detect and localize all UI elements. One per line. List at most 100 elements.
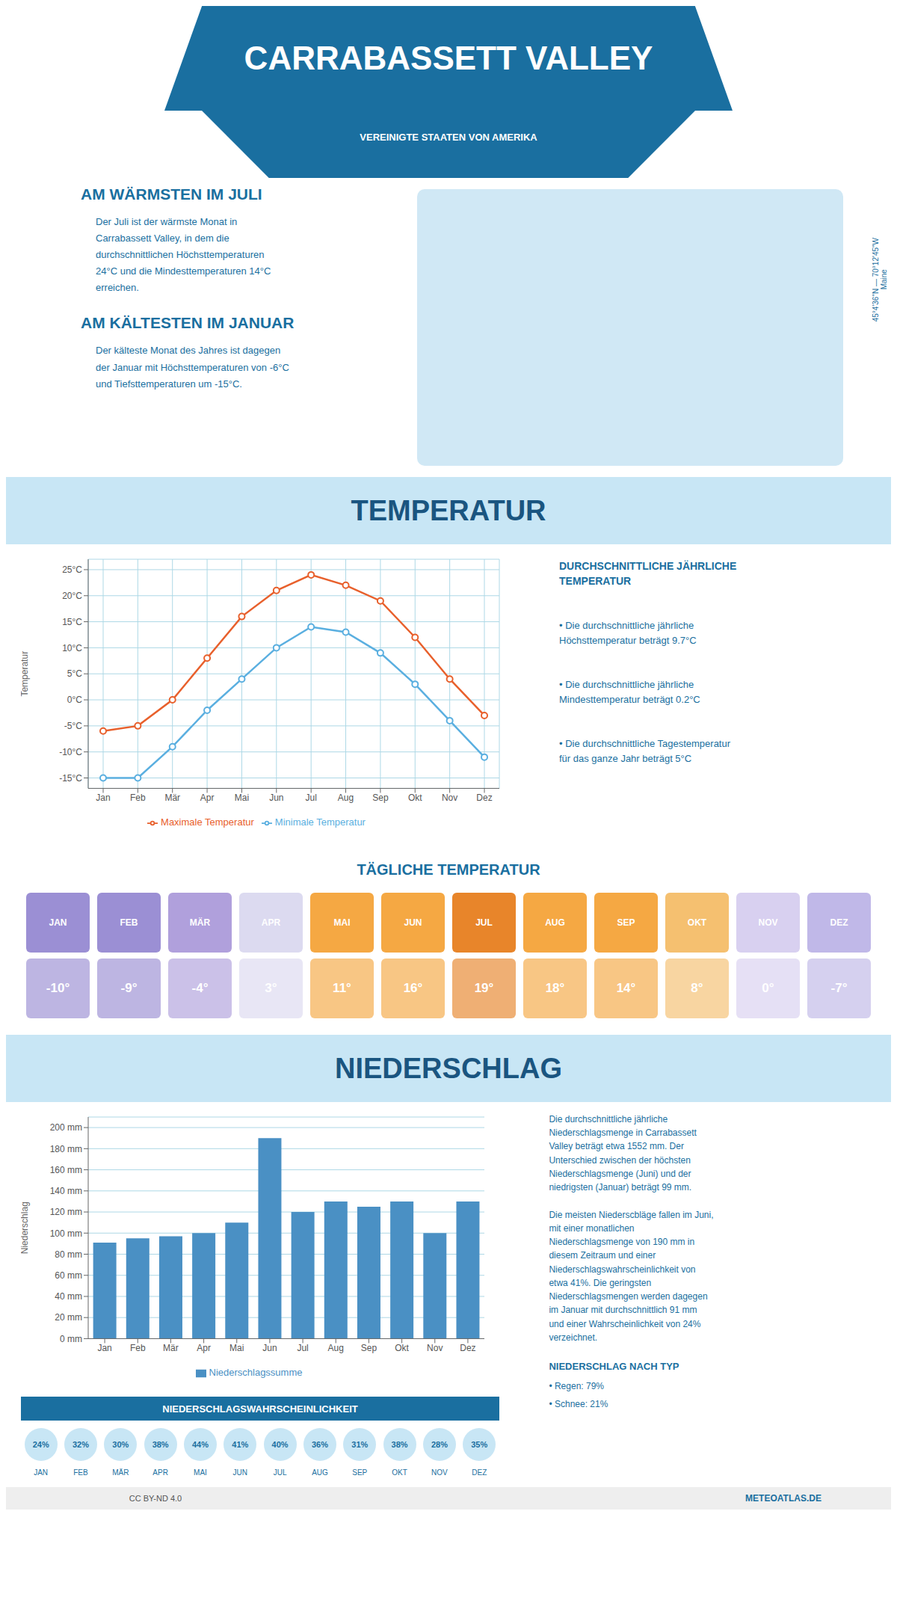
html-text:• Regen: 79%: • Regen: 79% (548, 1380, 604, 1392)
svg-text:Jan: Jan (95, 792, 110, 803)
svg-text:-10°C: -10°C (59, 746, 83, 758)
html-text:APR: APR (261, 917, 281, 928)
svg-text:20 mm: 20 mm (54, 1311, 83, 1323)
html-text:40%: 40% (271, 1439, 289, 1449)
html-text:TÄGLICHE TEMPERATUR: TÄGLICHE TEMPERATUR (356, 860, 541, 878)
svg-text:25°C: 25°C (62, 564, 83, 575)
svg-text:0°C: 0°C (67, 694, 83, 705)
svg-text:15°C: 15°C (62, 616, 83, 628)
svg-text:120 mm: 120 mm (50, 1206, 83, 1217)
html-text:CARRABASSETT VALLEY: CARRABASSETT VALLEY (244, 39, 653, 77)
html-text:18°: 18° (545, 980, 565, 995)
html-text:-10°: -10° (46, 980, 70, 995)
html-text:• Die durchschnittliche jährli: • Die durchschnittliche jährliche Höchst… (559, 619, 697, 646)
svg-text:Jan: Jan (97, 1342, 112, 1353)
svg-text:0 mm: 0 mm (59, 1333, 83, 1345)
svg-text:-5°C: -5°C (64, 720, 83, 732)
html-text:32%: 32% (72, 1439, 89, 1449)
html-text:• Schnee: 21%: • Schnee: 21% (548, 1398, 608, 1410)
html-text:SEP: SEP (617, 917, 636, 928)
html-text:Der Juli ist der wärmste Monat: Der Juli ist der wärmste Monat in Carrab… (95, 216, 271, 294)
html-text:Die durchschnittliche jährlich: Die durchschnittliche jährliche Niedersc… (548, 1113, 714, 1343)
svg-text:10°C: 10°C (62, 642, 83, 654)
html-text:-7°: -7° (830, 980, 848, 995)
html-text:JUN: JUN (404, 917, 422, 928)
html-text:19°: 19° (474, 980, 494, 995)
html-text:MÄR: MÄR (189, 917, 211, 928)
html-text:AM KÄLTESTEN IM JANUAR: AM KÄLTESTEN IM JANUAR (80, 314, 295, 332)
html-text:30%: 30% (112, 1439, 129, 1449)
svg-text:Mai: Mai (234, 792, 249, 803)
svg-text:20°C: 20°C (62, 590, 83, 601)
html-text:41%: 41% (231, 1439, 249, 1449)
svg-text:Okt: Okt (408, 792, 423, 803)
html-text:8°: 8° (690, 980, 704, 995)
svg-text:140 mm: 140 mm (50, 1185, 83, 1196)
svg-text:Aug: Aug (337, 792, 354, 803)
html-text:NIEDERSCHLAG: NIEDERSCHLAG (334, 1052, 563, 1084)
html-text:24%: 24% (32, 1439, 50, 1449)
svg-text:Temperatur: Temperatur (20, 651, 30, 697)
html-text:DEZ: DEZ (830, 917, 849, 928)
svg-text:5°C: 5°C (67, 668, 83, 679)
html-text:JAN: JAN (48, 917, 67, 928)
html-text:11°: 11° (332, 980, 352, 995)
svg-text:Nov: Nov (441, 792, 458, 803)
svg-text:160 mm: 160 mm (50, 1164, 83, 1176)
svg-text:Okt: Okt (394, 1342, 409, 1353)
html-text:44%: 44% (192, 1439, 209, 1449)
svg-text:80 mm: 80 mm (54, 1249, 83, 1260)
html-text:• Die durchschnittliche jährli: • Die durchschnittliche jährliche Mindes… (559, 678, 701, 705)
svg-text:Niederschlag: Niederschlag (20, 1201, 30, 1254)
html-text:TEMPERATUR: TEMPERATUR (350, 494, 547, 526)
html-text:OKT: OKT (687, 917, 707, 928)
svg-text:60 mm: 60 mm (54, 1270, 83, 1281)
html-text:DURCHSCHNITTLICHE JÄHRLICHE TE: DURCHSCHNITTLICHE JÄHRLICHE TEMPERATUR (559, 559, 737, 587)
html-text:METEOATLAS.DE: METEOATLAS.DE (745, 1492, 822, 1504)
svg-text:200 mm: 200 mm (50, 1121, 83, 1133)
html-text:NIEDERSCHLAG NACH TYP: NIEDERSCHLAG NACH TYP (548, 1360, 680, 1372)
svg-text:Aug: Aug (328, 1342, 344, 1353)
html-text:-4°: -4° (191, 980, 209, 995)
html-text:Minimale Temperatur: Minimale Temperatur (274, 816, 366, 828)
svg-text:Mär: Mär (164, 792, 181, 803)
svg-text:Dez: Dez (476, 792, 492, 803)
html-text:Maximale Temperatur: Maximale Temperatur (160, 816, 255, 828)
html-text:45°4'36"N — 70°12'45"W Maine: 45°4'36"N — 70°12'45"W Maine (871, 237, 889, 322)
svg-text:40 mm: 40 mm (54, 1290, 83, 1302)
html-text:Niederschlagssumme: Niederschlagssumme (208, 1366, 303, 1378)
svg-text:Mär: Mär (162, 1342, 179, 1353)
svg-text:Feb: Feb (130, 1342, 146, 1353)
svg-text:-15°C: -15°C (59, 772, 83, 784)
svg-text:180 mm: 180 mm (50, 1143, 83, 1155)
html-text:FEB: FEB (119, 917, 138, 928)
html-text:VEREINIGTE STAATEN VON AMERIKA: VEREINIGTE STAATEN VON AMERIKA (359, 131, 538, 143)
svg-text:Sep: Sep (372, 792, 389, 803)
svg-text:Apr: Apr (200, 792, 215, 803)
svg-text:Jun: Jun (269, 792, 284, 803)
html-text:• Die durchschnittliche Tagest: • Die durchschnittliche Tagestemperatur … (559, 737, 731, 764)
svg-text:Mai: Mai (229, 1342, 244, 1353)
svg-text:100 mm: 100 mm (50, 1228, 83, 1239)
html-text:16°: 16° (403, 980, 423, 995)
html-text:NIEDERSCHLAGSWAHRSCHEINLICHKEI: NIEDERSCHLAGSWAHRSCHEINLICHKEIT (162, 1402, 358, 1414)
html-text:Der kälteste Monat des Jahres: Der kälteste Monat des Jahres ist dagege… (95, 344, 290, 390)
html-text:-9°: -9° (120, 980, 138, 995)
svg-text:Jun: Jun (262, 1342, 277, 1353)
html-text:JUL: JUL (475, 917, 493, 928)
html-text:AM WÄRMSTEN IM JULI: AM WÄRMSTEN IM JULI (80, 185, 263, 203)
html-text:0°: 0° (762, 980, 775, 995)
svg-text:Dez: Dez (459, 1342, 476, 1353)
html-text:14°: 14° (616, 980, 636, 995)
svg-text:Jul: Jul (296, 1342, 308, 1353)
html-text:NOV: NOV (758, 917, 778, 928)
svg-text:Feb: Feb (130, 792, 146, 803)
svg-text:Jul: Jul (305, 792, 317, 803)
svg-text:Apr: Apr (196, 1342, 211, 1353)
html-text:3°: 3° (264, 980, 278, 995)
svg-text:Sep: Sep (361, 1342, 378, 1353)
html-text:38%: 38% (152, 1439, 169, 1449)
svg-text:Nov: Nov (426, 1342, 443, 1353)
html-text:AUG: AUG (545, 917, 565, 928)
html-text:MAI: MAI (333, 917, 351, 928)
